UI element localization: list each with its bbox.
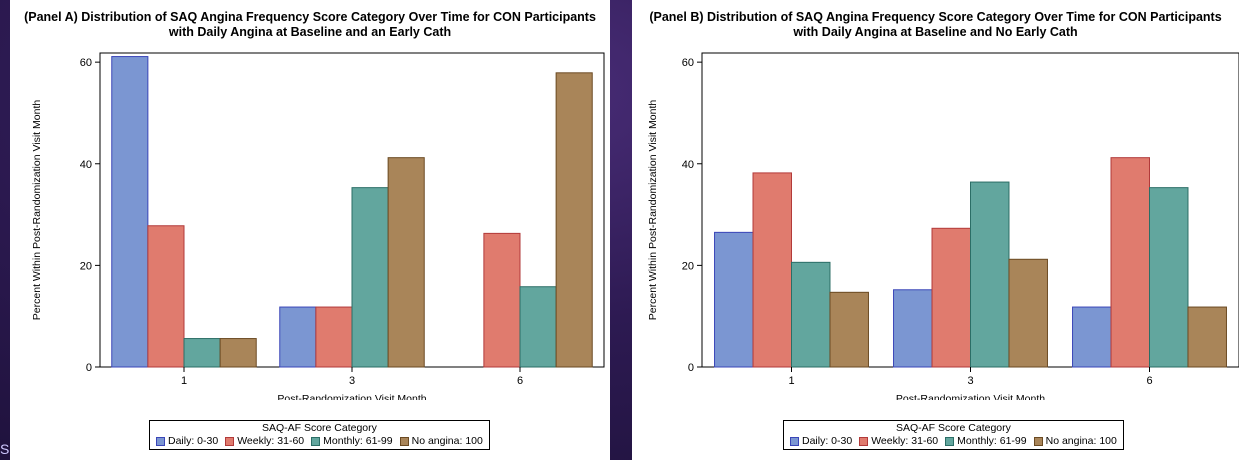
bar (1149, 187, 1189, 368)
legend-item-daily: Daily: 0-30 (156, 435, 218, 447)
legend-swatch-monthly (945, 436, 955, 446)
legend-swatch-monthly (311, 436, 321, 446)
legend-item-daily: Daily: 0-30 (790, 435, 852, 447)
legend-item-weekly: Weekly: 31-60 (225, 435, 304, 447)
chart-panel-a: (Panel A) Distribution of SAQ Angina Fre… (10, 0, 610, 460)
x-axis-label: Post-Randomization Visit Month (896, 393, 1045, 400)
y-tick-label: 60 (80, 57, 92, 69)
x-tick-label: 3 (349, 375, 355, 387)
legend-label: Monthly: 61-99 (957, 435, 1027, 447)
y-tick-label: 40 (80, 159, 92, 171)
legend-swatch-daily (156, 436, 165, 446)
y-axis-label: Percent Within Post-Randomization Visit … (647, 100, 659, 321)
chart-plot-a: 0 20 40 60 Percent Within Post-Randomization… (31, 52, 605, 400)
bar (147, 225, 185, 368)
bar (219, 338, 257, 368)
legend-label: Monthly: 61-99 (323, 435, 393, 447)
bar (387, 157, 425, 368)
chart-plot-b: 0 20 40 60 Percent Within Post-Randomization… (647, 52, 1239, 400)
legend-swatch-weekly (859, 436, 869, 446)
bar (1008, 258, 1048, 368)
legend-label: Daily: 0-30 (168, 435, 219, 447)
legend: SAQ-AF Score Category Daily: 0-30 Weekly… (149, 420, 490, 450)
bar (279, 306, 317, 368)
legend-item-no-angina: No angina: 100 (399, 435, 483, 447)
legend-label: Weekly: 31-60 (237, 435, 305, 447)
y-tick-label: 20 (682, 260, 694, 272)
legend-swatch-daily (790, 436, 799, 446)
bar (931, 227, 972, 368)
x-tick-label: 6 (517, 375, 523, 387)
x-tick-label: 1 (181, 375, 187, 387)
bar (714, 231, 754, 368)
bar (893, 289, 933, 368)
legend-label: Weekly: 31-60 (871, 435, 939, 447)
y-axis-label: Percent Within Post-Randomization Visit … (31, 100, 43, 321)
bar (483, 232, 521, 368)
chart-title: (Panel B) Distribution of SAQ Angina Fre… (649, 10, 1222, 39)
bar (555, 72, 593, 368)
bar (752, 172, 792, 368)
bar (111, 56, 149, 368)
y-tick-label: 20 (80, 260, 92, 272)
bar (183, 338, 221, 368)
bar (351, 187, 389, 368)
y-tick-label: 0 (86, 362, 92, 374)
x-tick-label: 3 (967, 375, 973, 387)
bar (1072, 306, 1112, 368)
y-tick-label: 40 (682, 159, 694, 171)
bar (315, 306, 353, 368)
x-tick-label: 6 (1146, 375, 1152, 387)
x-tick-label: 1 (788, 375, 794, 387)
legend-item-monthly: Monthly: 61-99 (311, 435, 393, 447)
legend-label: No angina: 100 (1045, 435, 1117, 447)
chart-title: (Panel A) Distribution of SAQ Angina Fre… (24, 10, 596, 39)
chart-panel-b: (Panel B) Distribution of SAQ Angina Fre… (632, 0, 1239, 460)
legend-item-weekly: Weekly: 31-60 (859, 435, 938, 447)
slide-corner-text: S (0, 442, 10, 456)
legend-swatch-no-angina (399, 436, 409, 446)
legend-swatch-weekly (225, 436, 235, 446)
y-tick-label: 60 (682, 57, 694, 69)
bar (1110, 157, 1151, 368)
bar (791, 261, 831, 368)
x-axis-label: Post-Randomization Visit Month (277, 393, 426, 400)
legend-item-no-angina: No angina: 100 (1033, 435, 1117, 447)
bar (970, 181, 1010, 368)
bar (1187, 306, 1227, 368)
legend-title: SAQ-AF Score Category (261, 422, 377, 434)
legend-label: No angina: 100 (411, 435, 483, 447)
bar (829, 291, 869, 368)
legend: SAQ-AF Score Category Daily: 0-30 Weekly… (783, 420, 1124, 450)
legend-label: Daily: 0-30 (802, 435, 853, 447)
bar (519, 286, 557, 368)
legend-title: SAQ-AF Score Category (895, 422, 1011, 434)
y-tick-label: 0 (688, 362, 694, 374)
legend-swatch-no-angina (1033, 436, 1043, 446)
legend-item-monthly: Monthly: 61-99 (945, 435, 1027, 447)
